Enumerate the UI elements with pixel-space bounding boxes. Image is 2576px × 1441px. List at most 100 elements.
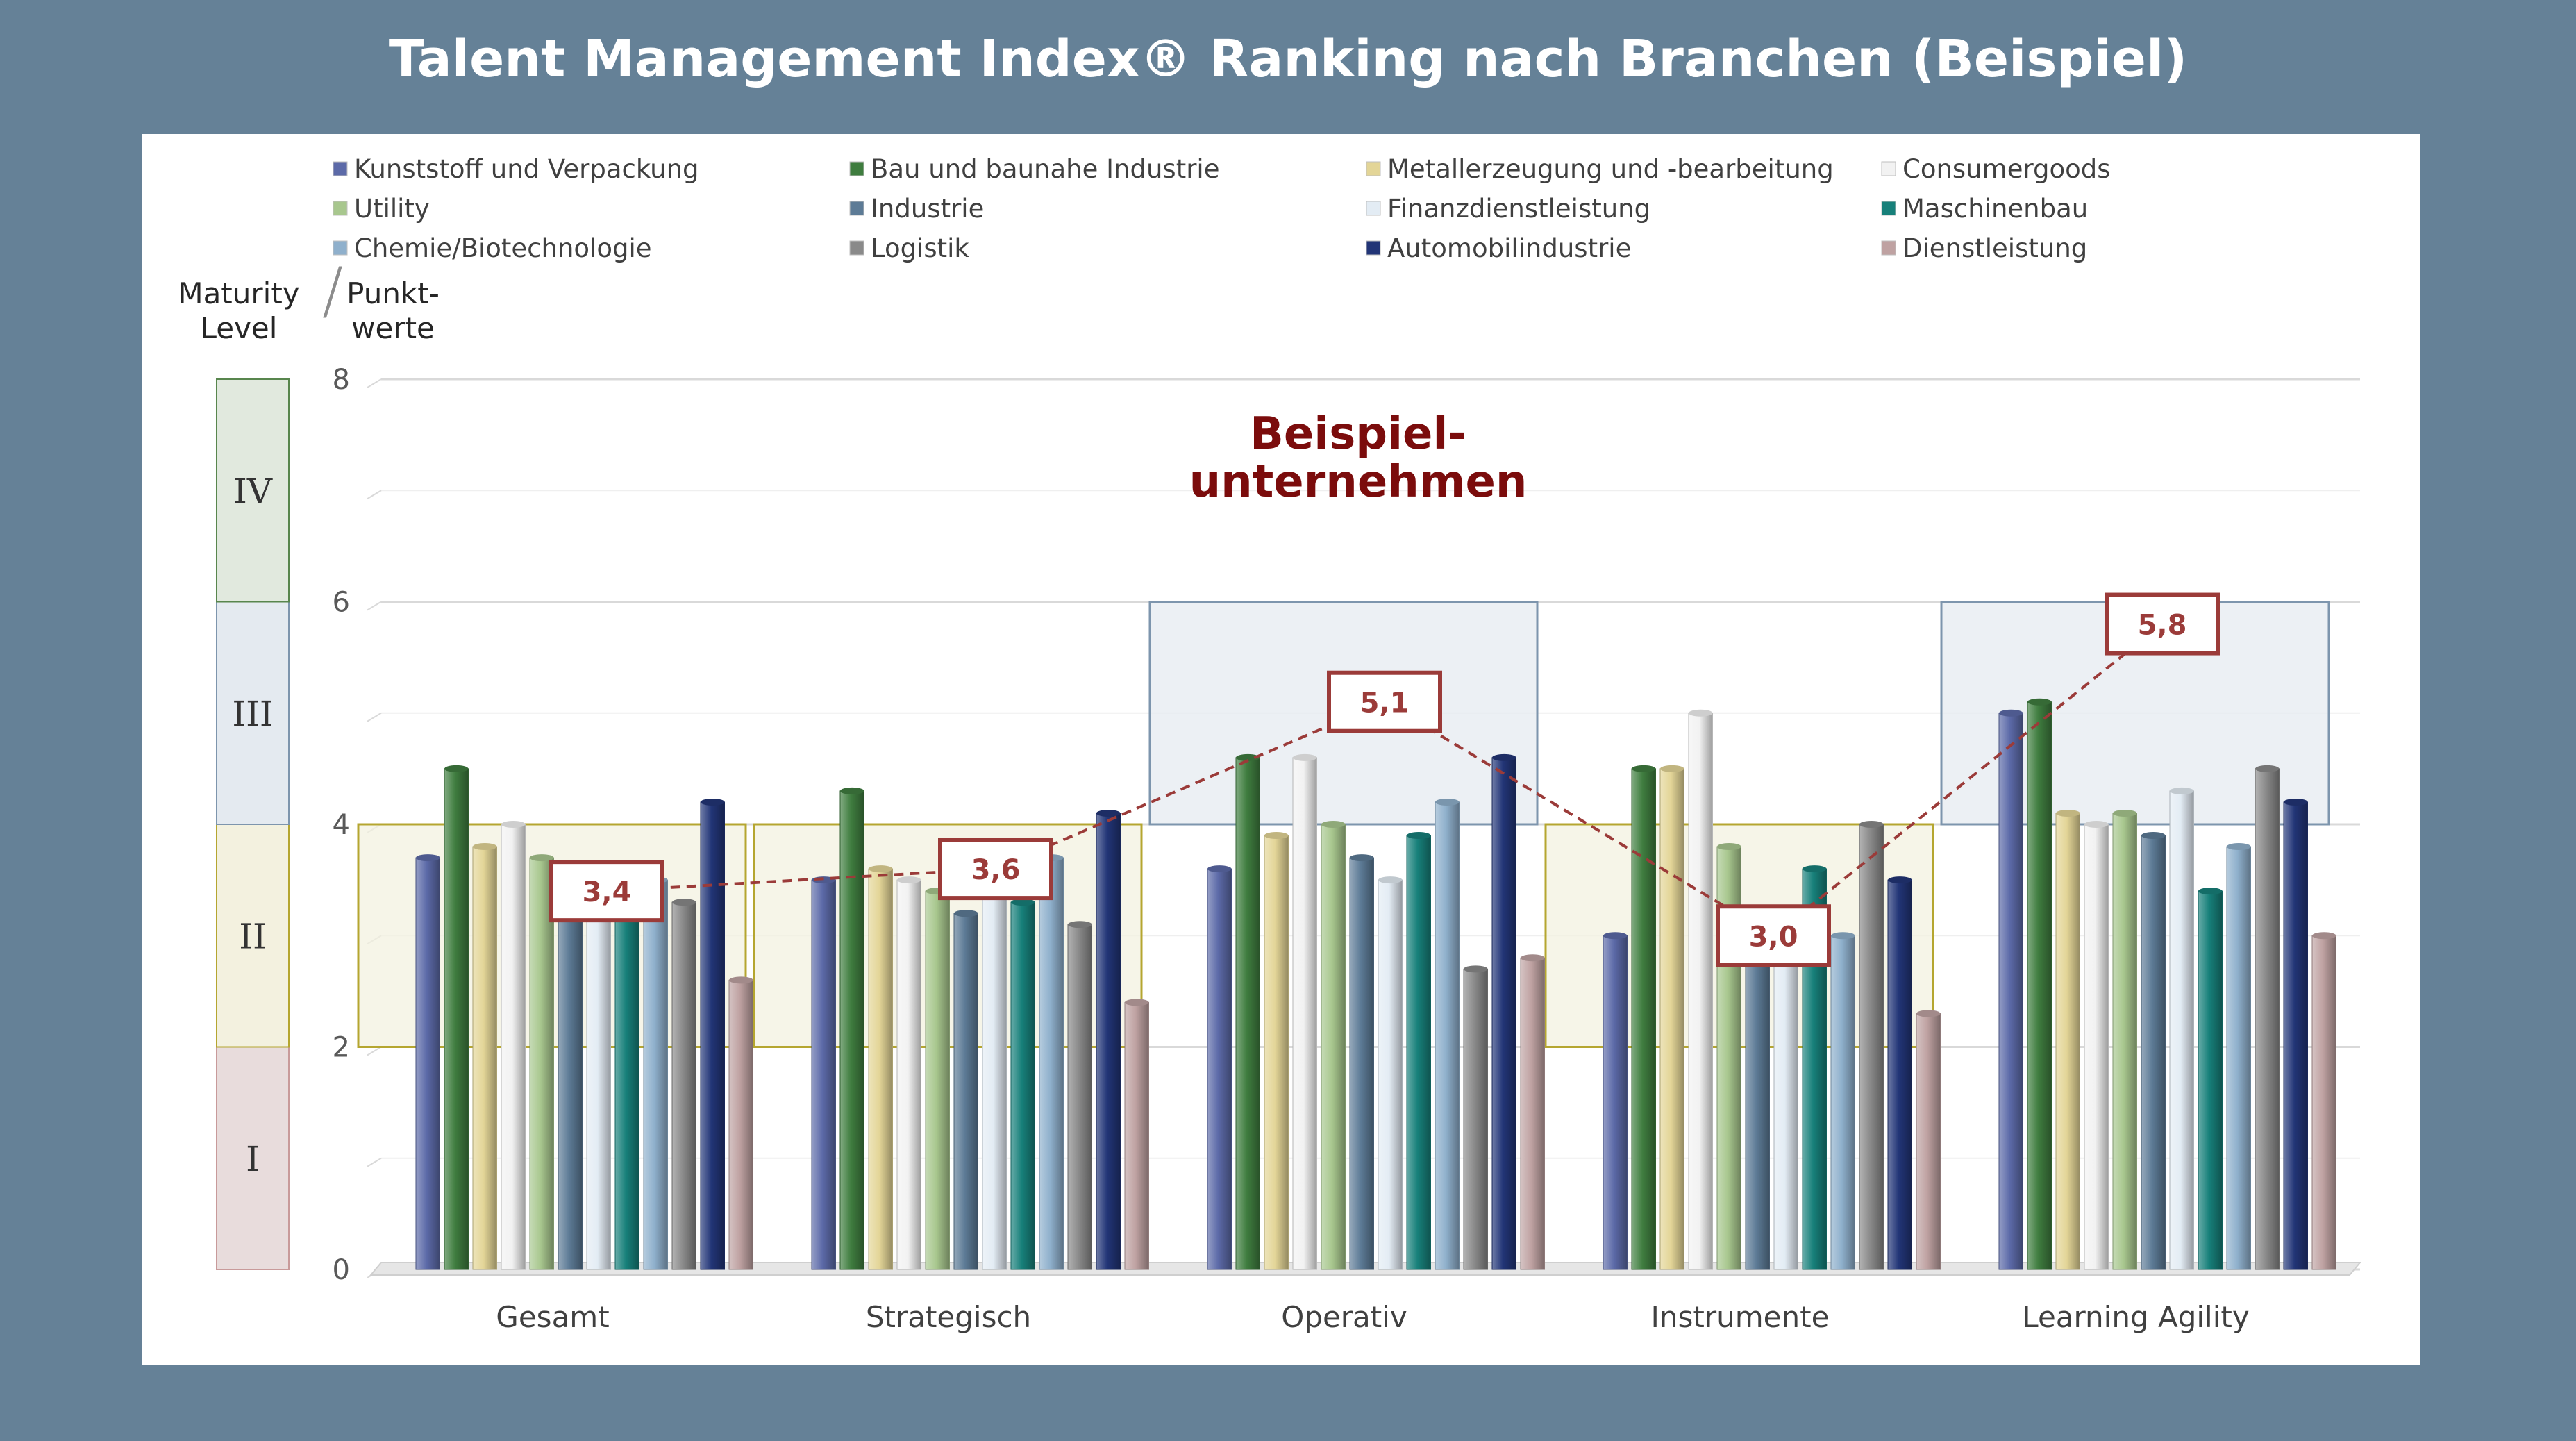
chart-panel: I II III IV Maturity Level / Punkt-werte Kunst… bbox=[142, 134, 2420, 1365]
bar bbox=[1916, 1013, 1941, 1270]
bar-cap bbox=[501, 821, 526, 828]
gridline-depth bbox=[367, 490, 382, 500]
maturity-level-label: I bbox=[246, 1139, 260, 1179]
bar bbox=[1264, 835, 1289, 1270]
bar-cap bbox=[1492, 753, 1516, 761]
y-tick-label: 0 bbox=[333, 1254, 350, 1286]
bar bbox=[1124, 1001, 1149, 1270]
legend-label: Kunststoff und Verpackung bbox=[354, 154, 699, 184]
bar-cap bbox=[672, 899, 696, 906]
bar-cap bbox=[2227, 843, 2251, 851]
bar-cap bbox=[1321, 821, 1346, 828]
example-company-box bbox=[2105, 592, 2220, 656]
bar-cap bbox=[1207, 865, 1232, 873]
bar bbox=[614, 890, 639, 1270]
example-company-line: 3,4 3,6 5,1 3,0 5,8 Beispiel-unternehmen bbox=[549, 408, 2220, 967]
example-company-line bbox=[606, 622, 2164, 938]
bar bbox=[925, 890, 950, 1270]
example-company-box bbox=[549, 860, 664, 923]
bar-cap bbox=[2113, 809, 2137, 817]
bar-cap bbox=[1011, 899, 1035, 906]
legend-swatch bbox=[1881, 240, 1896, 256]
bar-cap bbox=[1350, 854, 1374, 862]
axis-header-right: Punkt- bbox=[346, 276, 440, 310]
bar-cap bbox=[2084, 821, 2109, 828]
y-tick-label: 8 bbox=[333, 364, 350, 396]
example-company-value: 5,1 bbox=[1360, 688, 1410, 719]
bar-cap bbox=[2198, 888, 2223, 895]
bar bbox=[2027, 701, 2052, 1270]
bar bbox=[1235, 757, 1260, 1270]
bar bbox=[1659, 768, 1684, 1270]
axis-header-left: Level bbox=[201, 311, 278, 345]
bar bbox=[444, 768, 469, 1270]
bar bbox=[1435, 801, 1460, 1270]
y-tick-label: 2 bbox=[333, 1032, 350, 1064]
bar bbox=[501, 824, 526, 1270]
bar-cap bbox=[1264, 832, 1289, 840]
bar bbox=[1773, 935, 1798, 1270]
category-label: Operativ bbox=[1281, 1300, 1407, 1334]
example-company-box bbox=[1327, 670, 1442, 733]
bar-cap bbox=[1236, 753, 1260, 761]
example-company-value: 3,0 bbox=[1749, 921, 1798, 953]
legend-label: Automobilindustrie bbox=[1387, 233, 1631, 263]
bar-cap bbox=[897, 876, 921, 884]
axis-header-separator: / bbox=[322, 254, 343, 327]
bar bbox=[1349, 857, 1374, 1270]
bar-cap bbox=[1916, 1010, 1941, 1017]
bar bbox=[1859, 824, 1884, 1270]
gridline-depth bbox=[367, 1157, 382, 1167]
bar bbox=[2283, 801, 2308, 1270]
bar bbox=[2255, 768, 2280, 1270]
bar-cap bbox=[2312, 932, 2336, 940]
bar bbox=[2141, 835, 2166, 1270]
bar-cap bbox=[1603, 932, 1628, 940]
legend-label: Finanzdienstleistung bbox=[1387, 194, 1650, 224]
bar bbox=[1603, 935, 1628, 1270]
bar bbox=[1292, 757, 1317, 1270]
bar bbox=[1631, 768, 1656, 1270]
legend: Kunststoff und Verpackung Bau und baunahe… bbox=[333, 154, 2111, 263]
bar-cap bbox=[1293, 753, 1317, 761]
bar-cap bbox=[1464, 965, 1488, 973]
bar-cap bbox=[701, 798, 725, 806]
legend-swatch bbox=[1366, 240, 1381, 256]
category-label: Instrumente bbox=[1651, 1300, 1830, 1334]
bar-cap bbox=[1660, 765, 1684, 772]
legend-swatch bbox=[1881, 201, 1896, 216]
maturity-level-I bbox=[216, 1046, 290, 1270]
maturity-level-label: III bbox=[232, 694, 273, 734]
bars bbox=[415, 698, 2336, 1270]
bar bbox=[558, 879, 583, 1270]
bar-cap bbox=[1125, 999, 1149, 1006]
bar bbox=[1378, 879, 1403, 1270]
gridline-depth bbox=[367, 378, 382, 388]
bar bbox=[2169, 790, 2194, 1270]
legend-swatch bbox=[849, 201, 864, 216]
bar bbox=[982, 890, 1007, 1270]
bar bbox=[1491, 757, 1516, 1270]
bar-cap bbox=[1689, 709, 1713, 717]
gridline-depth bbox=[367, 601, 382, 611]
legend-label: Industrie bbox=[871, 194, 984, 224]
bar bbox=[529, 857, 554, 1270]
bar bbox=[700, 801, 725, 1270]
bar bbox=[2226, 846, 2251, 1270]
bar-cap bbox=[954, 910, 978, 917]
bar bbox=[896, 879, 921, 1270]
bar bbox=[1096, 813, 1121, 1270]
category-labels: Gesamt Strategisch Operativ Instrumente Lear… bbox=[496, 1300, 2249, 1334]
bar bbox=[1207, 868, 1232, 1270]
legend-swatch bbox=[1881, 161, 1896, 176]
legend-label: Chemie/Biotechnologie bbox=[354, 233, 652, 263]
category-label: Strategisch bbox=[866, 1300, 1031, 1334]
bar bbox=[2311, 935, 2336, 1270]
bar bbox=[839, 790, 864, 1270]
category-label: Gesamt bbox=[496, 1300, 609, 1334]
bar bbox=[811, 879, 836, 1270]
bar-cap bbox=[530, 854, 554, 862]
bar-cap bbox=[2141, 832, 2166, 840]
